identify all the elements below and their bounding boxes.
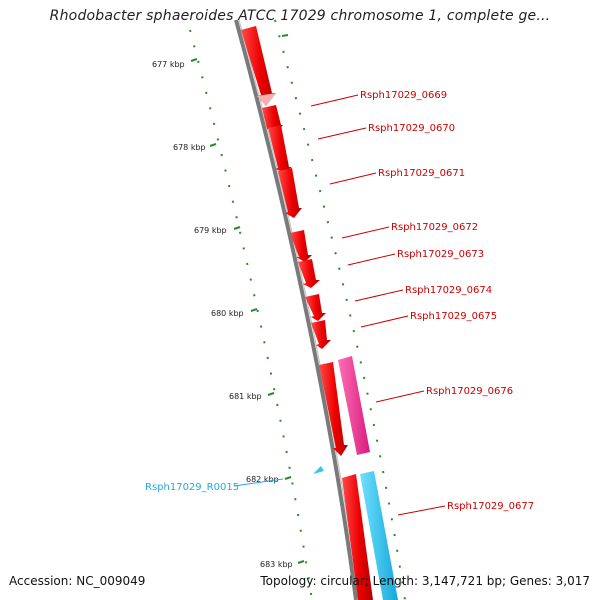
gene-arrow-0669-tip [257, 93, 276, 106]
rna-arrow-cyan[interactable] [360, 471, 398, 600]
gene-arrow-0677[interactable] [342, 474, 373, 600]
gene-arrow-0676-pink[interactable] [338, 356, 370, 455]
gene-label-r0015[interactable]: Rsph17029_R0015 [145, 482, 239, 493]
map-title: Rhodobacter sphaeroides ATCC 17029 chrom… [49, 8, 551, 24]
scale-label-678: 678 kbp [173, 143, 206, 152]
scale-label-677: 677 kbp [152, 60, 185, 69]
scale-ticks [190, 34, 305, 564]
gene-label-0671[interactable]: Rsph17029_0671 [378, 168, 465, 179]
gene-label-0669[interactable]: Rsph17029_0669 [360, 90, 447, 101]
scale-label-683: 683 kbp [260, 560, 293, 569]
genome-summary: Topology: circular; Length: 3,147,721 bp… [260, 574, 590, 588]
gene-label-0676[interactable]: Rsph17029_0676 [426, 386, 513, 397]
accession-text: Accession: NC_009049 [9, 574, 146, 588]
gene-label-0672[interactable]: Rsph17029_0672 [391, 222, 478, 233]
gene-arrow-0673[interactable] [290, 230, 312, 262]
gene-arrow-0669[interactable] [241, 26, 276, 106]
gene-label-0670[interactable]: Rsph17029_0670 [368, 123, 455, 134]
gene-label-0674[interactable]: Rsph17029_0674 [405, 285, 492, 296]
inner-dotted-ring [189, 29, 313, 600]
rna-marker-r0015[interactable] [313, 466, 324, 474]
scale-label-679: 679 kbp [194, 226, 227, 235]
scale-label-680: 680 kbp [211, 309, 244, 318]
chromosome-backbone [234, 19, 358, 600]
outer-dotted-ring [274, 19, 406, 600]
gene-label-0673[interactable]: Rsph17029_0673 [397, 249, 484, 260]
gene-labels[interactable]: Rsph17029_0669 Rsph17029_0670 Rsph17029_… [145, 90, 534, 512]
gene-arrow-0676[interactable] [319, 362, 348, 456]
leader-lines [310, 94, 446, 516]
gene-arrow-0670[interactable] [262, 105, 283, 131]
gene-label-0677[interactable]: Rsph17029_0677 [447, 501, 534, 512]
scale-label-682: 682 kbp [246, 475, 279, 484]
gene-arrow-0675b[interactable] [311, 320, 331, 349]
gene-arrow-0671[interactable] [268, 125, 292, 172]
gene-arrow-0672[interactable] [278, 168, 302, 218]
leader-line-r0015 [233, 478, 284, 487]
gene-arrow-0675[interactable] [305, 294, 326, 321]
scale-label-681: 681 kbp [229, 392, 262, 401]
gene-arrow-0674[interactable] [298, 259, 320, 288]
gene-arrows[interactable] [241, 26, 398, 600]
gene-label-0675[interactable]: Rsph17029_0675 [410, 311, 497, 322]
chromosome-backbone-highlight [238, 19, 360, 600]
